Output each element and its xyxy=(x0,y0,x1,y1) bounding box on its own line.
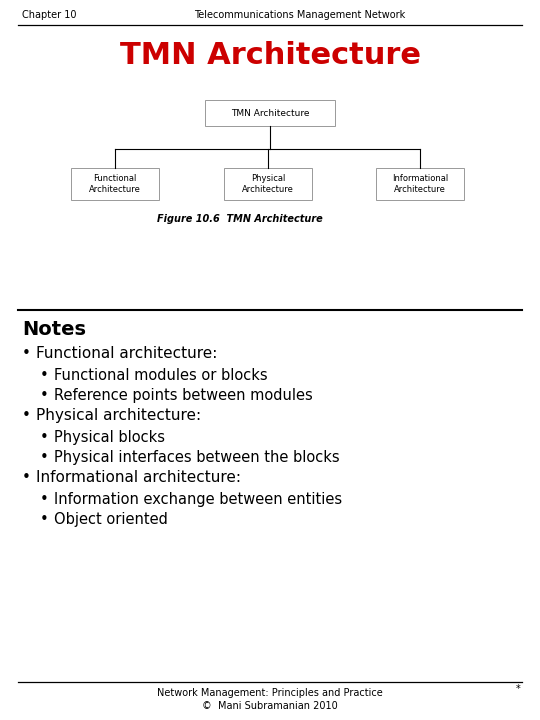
FancyBboxPatch shape xyxy=(224,168,312,200)
Text: Notes: Notes xyxy=(22,320,86,339)
FancyBboxPatch shape xyxy=(376,168,464,200)
Text: ©  Mani Subramanian 2010: © Mani Subramanian 2010 xyxy=(202,701,338,711)
Text: Physical architecture:: Physical architecture: xyxy=(36,408,201,423)
Text: •: • xyxy=(40,368,49,383)
Text: Chapter 10: Chapter 10 xyxy=(22,10,77,20)
Text: Physical interfaces between the blocks: Physical interfaces between the blocks xyxy=(54,450,340,465)
Text: *: * xyxy=(515,684,520,694)
Text: •: • xyxy=(40,388,49,403)
Text: Functional modules or blocks: Functional modules or blocks xyxy=(54,368,268,383)
Text: Functional
Architecture: Functional Architecture xyxy=(89,174,141,194)
Text: •: • xyxy=(22,470,31,485)
FancyBboxPatch shape xyxy=(205,100,335,126)
Text: •: • xyxy=(40,492,49,507)
Text: Physical blocks: Physical blocks xyxy=(54,430,165,445)
FancyBboxPatch shape xyxy=(71,168,159,200)
Text: Functional architecture:: Functional architecture: xyxy=(36,346,218,361)
Text: •: • xyxy=(40,450,49,465)
Text: •: • xyxy=(40,512,49,527)
Text: TMN Architecture: TMN Architecture xyxy=(119,40,421,70)
Text: Informational architecture:: Informational architecture: xyxy=(36,470,241,485)
Text: Physical
Architecture: Physical Architecture xyxy=(242,174,294,194)
Text: Reference points between modules: Reference points between modules xyxy=(54,388,313,403)
Text: Object oriented: Object oriented xyxy=(54,512,168,527)
Text: Figure 10.6  TMN Architecture: Figure 10.6 TMN Architecture xyxy=(157,214,323,224)
Text: •: • xyxy=(22,346,31,361)
Text: TMN Architecture: TMN Architecture xyxy=(231,109,309,117)
Text: Telecommunications Management Network: Telecommunications Management Network xyxy=(194,10,406,20)
Text: •: • xyxy=(22,408,31,423)
Text: Information exchange between entities: Information exchange between entities xyxy=(54,492,342,507)
Text: •: • xyxy=(40,430,49,445)
Text: Network Management: Principles and Practice: Network Management: Principles and Pract… xyxy=(157,688,383,698)
Text: Informational
Architecture: Informational Architecture xyxy=(392,174,448,194)
